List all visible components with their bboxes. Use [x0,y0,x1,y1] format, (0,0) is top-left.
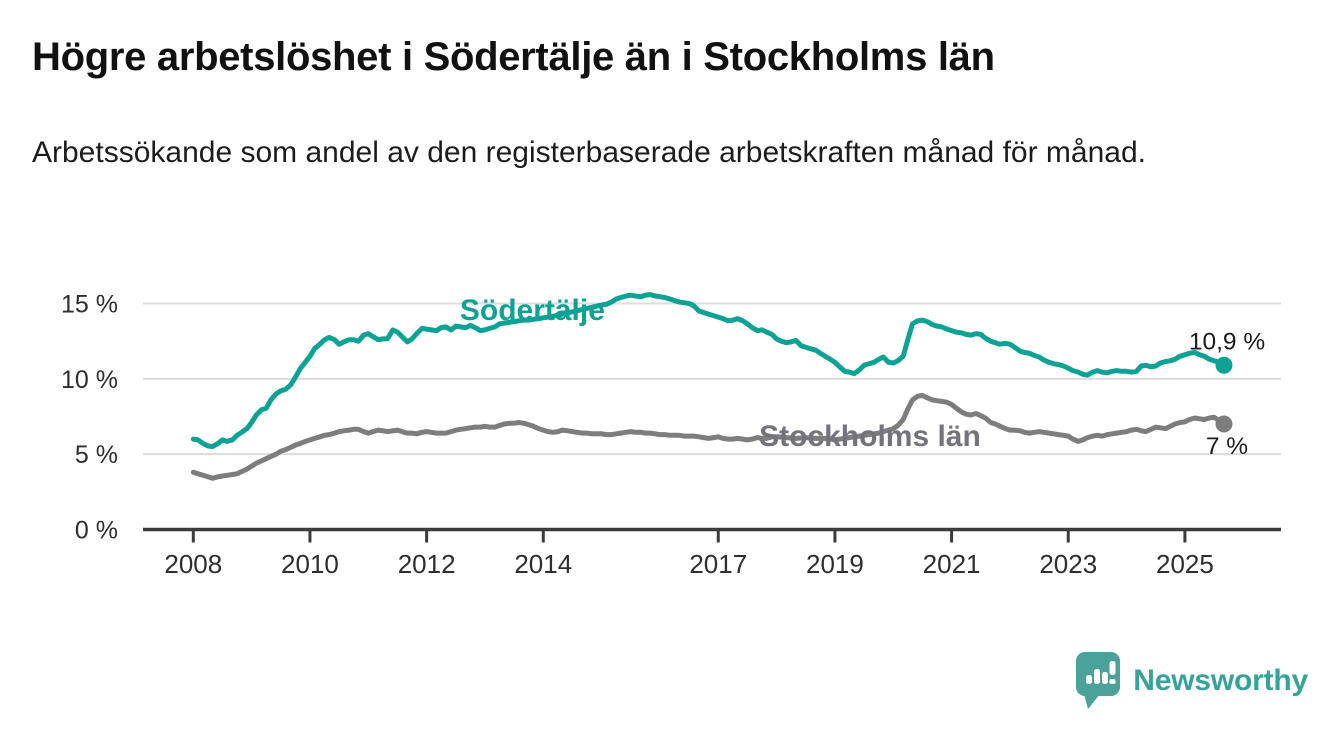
series-line-sodertalje [190,292,1227,450]
newsworthy-logo-icon [1076,652,1121,709]
x-tick-label-2012: 2012 [398,549,456,579]
newsworthy-logo-text: Newsworthy [1133,664,1308,697]
x-tick-label-2017: 2017 [689,549,747,579]
x-tick-label-2021: 2021 [923,549,981,579]
chart-title: Högre arbetslöshet i Södertälje än i Sto… [32,35,995,79]
x-tick-label-2008: 2008 [164,549,222,579]
y-tick-label-5: 5 % [75,441,118,469]
series-label-sodertalje: Södertälje [460,294,605,327]
end-value-label-sodertalje: 10,9 % [1189,328,1265,355]
y-tick-label-0: 0 % [75,517,118,545]
series-line-stockholms-lan [190,392,1227,481]
x-tick-label-2025: 2025 [1156,549,1214,579]
end-dot-sodertalje [1215,356,1233,374]
series-label-stockholms-lan: Stockholms län [759,420,981,453]
y-tick-label-10: 10 % [61,366,118,394]
end-dot-stockholms-lan [1215,415,1233,433]
x-tick-label-2014: 2014 [514,549,572,579]
newsworthy-logo: Newsworthy [1076,652,1308,710]
x-tick-label-2019: 2019 [806,549,864,579]
x-tick-label-2023: 2023 [1039,549,1097,579]
x-tick-label-2010: 2010 [281,549,339,579]
chart-subtitle: Arbetssökande som andel av den registerb… [32,136,1146,169]
y-tick-label-15: 15 % [61,291,118,319]
end-value-label-stockholms-lan: 7 % [1206,433,1248,460]
